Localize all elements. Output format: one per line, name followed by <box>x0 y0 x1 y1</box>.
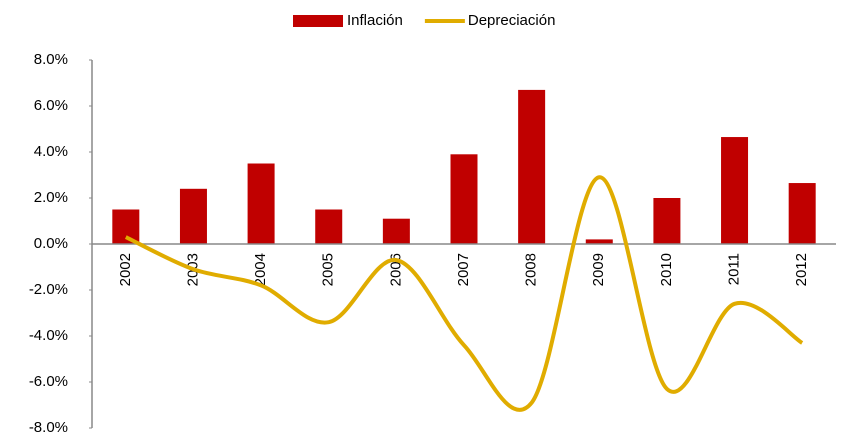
y-tick-label: 0.0% <box>34 235 68 252</box>
x-tick-label: 2011 <box>726 253 743 285</box>
y-tick-label: -6.0% <box>29 373 68 390</box>
bar <box>788 183 816 244</box>
y-tick-label: -4.0% <box>29 327 68 344</box>
y-tick-label: -2.0% <box>29 281 68 298</box>
bar <box>585 239 613 244</box>
bar <box>179 188 207 244</box>
y-tick-label: 8.0% <box>34 51 68 68</box>
y-tick-label: 2.0% <box>34 189 68 206</box>
x-tick-label: 2002 <box>117 253 134 286</box>
y-tick-label: 4.0% <box>34 143 68 160</box>
bar <box>247 163 275 244</box>
line <box>124 175 804 412</box>
legend-label: Inflación <box>347 12 403 29</box>
bar <box>315 209 343 244</box>
bar <box>382 218 410 244</box>
bar <box>721 137 749 244</box>
x-tick-label: 2006 <box>387 253 404 286</box>
x-tick-label: 2004 <box>252 253 269 286</box>
bar <box>518 89 546 245</box>
x-tick-label: 2012 <box>793 253 810 286</box>
legend-label: Depreciación <box>468 12 556 29</box>
y-tick-label: -8.0% <box>29 419 68 436</box>
x-tick-label: 2005 <box>320 253 337 286</box>
legend-swatch <box>293 15 343 27</box>
x-tick-label: 2010 <box>658 253 675 286</box>
y-tick-label: 6.0% <box>34 97 68 114</box>
x-tick-label: 2008 <box>523 253 540 286</box>
bar <box>653 198 681 244</box>
x-tick-label: 2009 <box>590 253 607 286</box>
x-tick-label: 2007 <box>455 253 472 286</box>
bar <box>450 154 478 244</box>
